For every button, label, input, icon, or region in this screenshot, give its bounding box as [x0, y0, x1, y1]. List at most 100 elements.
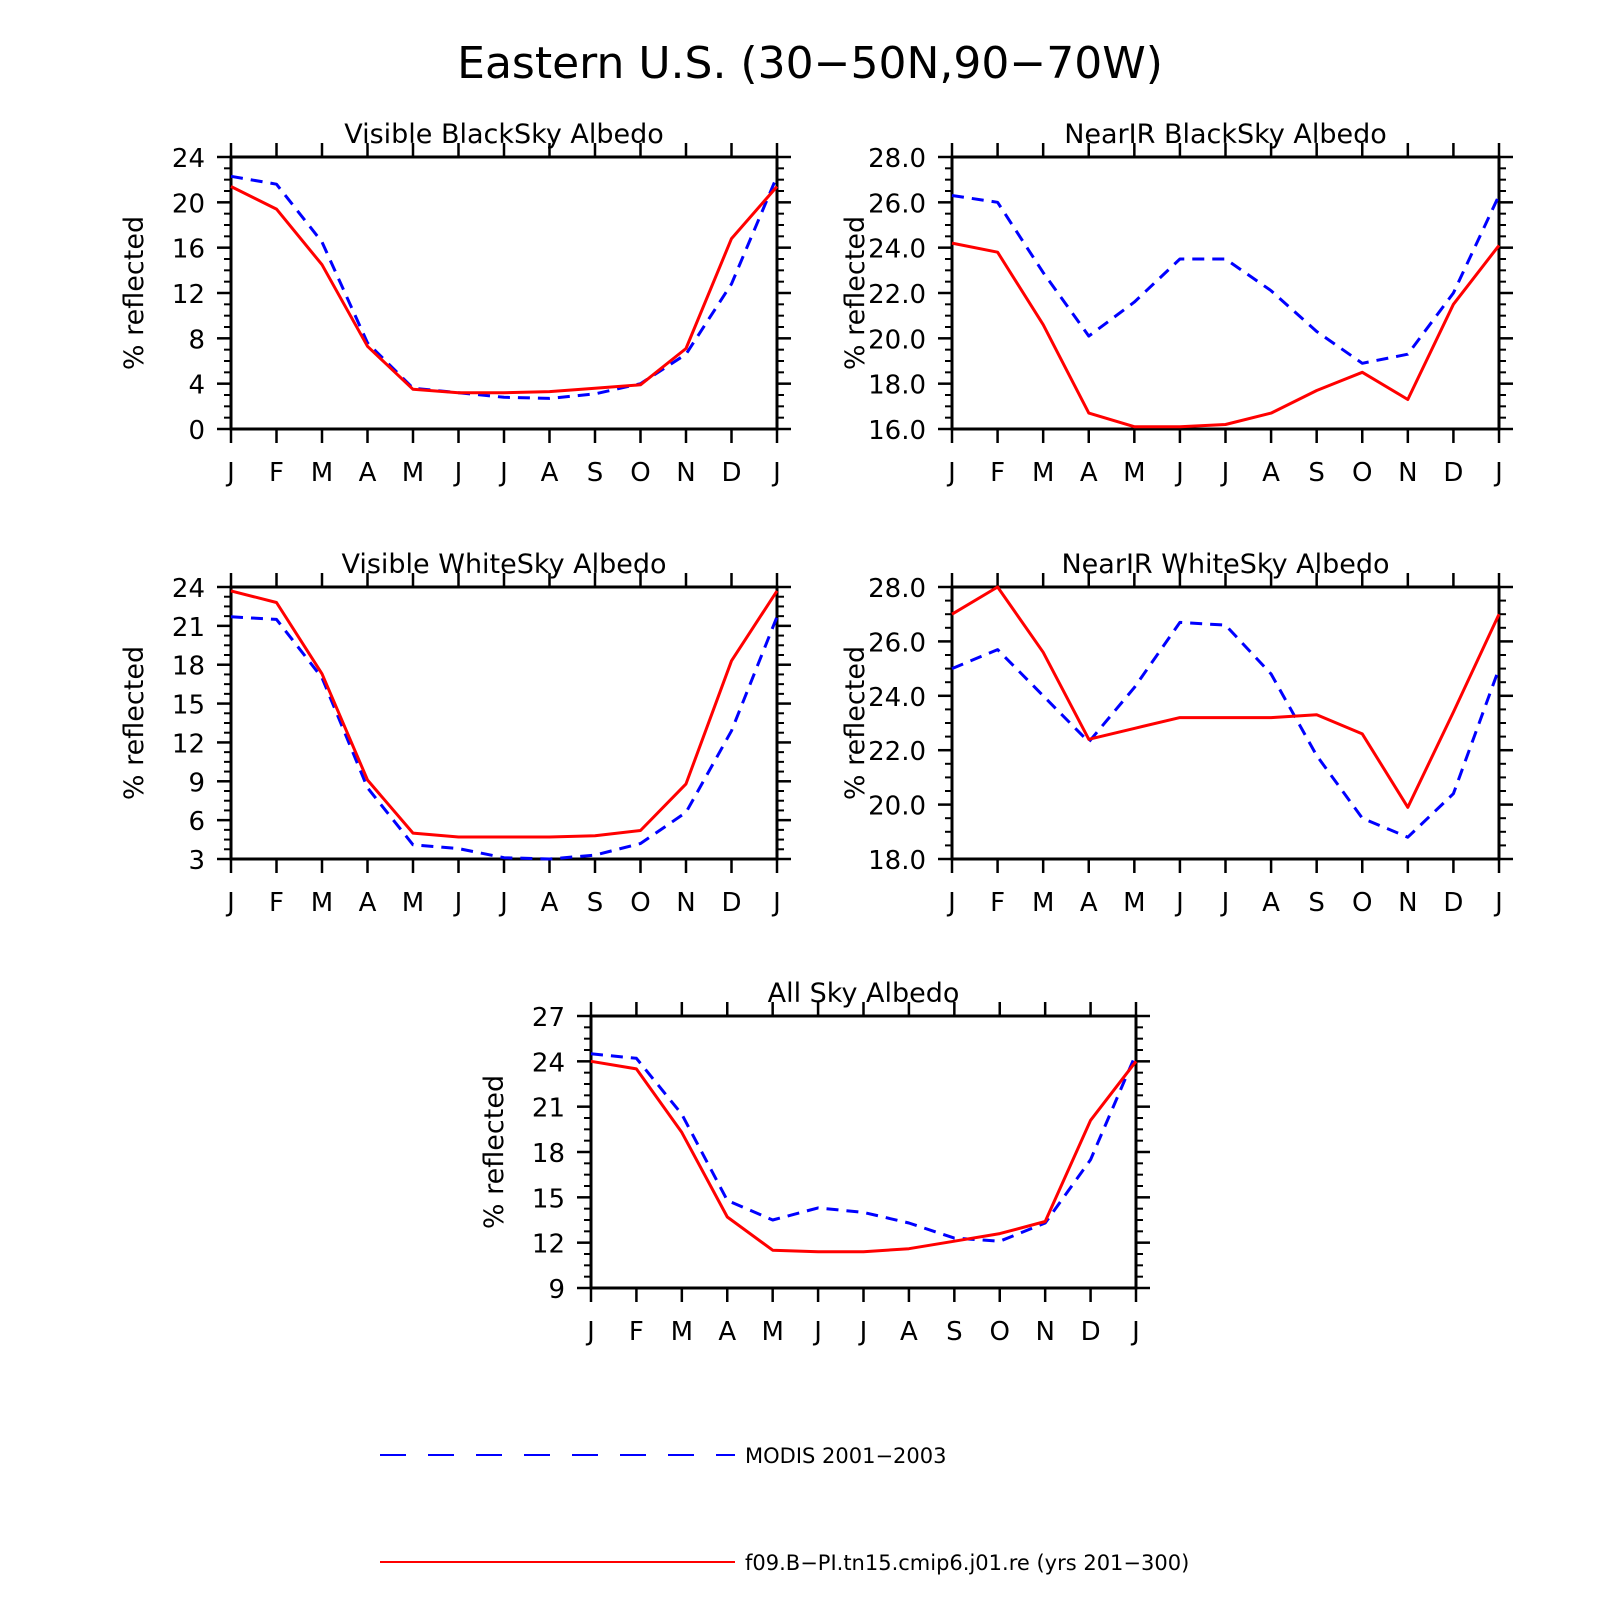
y-tick-label: 18.0 — [868, 371, 926, 401]
x-tick-label: D — [1081, 1317, 1101, 1347]
x-tick-label: A — [900, 1317, 918, 1347]
x-tick-label: D — [1443, 458, 1463, 488]
series-line — [230, 185, 779, 395]
y-axis-label: % reflected — [840, 646, 871, 800]
x-tick-label: O — [1352, 888, 1372, 918]
legend: MODIS 2001−2003 f09.B−PI.tn15.cmip6.j01.r… — [380, 1444, 1189, 1575]
x-tick-label: S — [1308, 888, 1325, 918]
x-tick-label: O — [1352, 458, 1372, 488]
y-tick-label: 27 — [532, 1003, 565, 1033]
y-tick-label: 12 — [172, 280, 205, 310]
series-line — [230, 589, 779, 839]
y-tick-label: 12 — [172, 729, 205, 759]
x-tick-label: N — [1398, 458, 1417, 488]
y-axis-label: % reflected — [119, 646, 150, 800]
x-tick-label: M — [761, 1317, 783, 1347]
x-tick-label: J — [585, 1317, 595, 1347]
plot-frame — [950, 155, 1501, 431]
y-tick-label: 8 — [188, 325, 205, 355]
x-tick-label: J — [946, 888, 956, 918]
x-tick-label: M — [1032, 888, 1054, 918]
x-tick-label: N — [1398, 888, 1417, 918]
x-tick-label: A — [1262, 888, 1280, 918]
x-tick-label: J — [812, 1317, 822, 1347]
y-tick-label: 24.0 — [868, 235, 926, 265]
x-tick-label: A — [1262, 458, 1280, 488]
y-tick-label: 3 — [188, 846, 205, 876]
plot-frame — [229, 585, 779, 861]
x-tick-label: M — [402, 888, 424, 918]
x-tick-label: J — [498, 458, 508, 488]
x-tick-label: J — [946, 458, 956, 488]
y-axis-label: % reflected — [479, 1075, 510, 1229]
series-line — [951, 241, 1501, 429]
y-tick-label: 20.0 — [868, 792, 926, 822]
y-tick-label: 21 — [532, 1094, 565, 1124]
x-tick-label: M — [311, 888, 333, 918]
x-tick-label: F — [269, 888, 284, 918]
x-tick-label: A — [359, 888, 377, 918]
x-tick-label: N — [676, 888, 695, 918]
plot-frame — [589, 1014, 1138, 1290]
y-tick-label: 22.0 — [868, 737, 926, 767]
x-tick-label: F — [990, 458, 1005, 488]
x-tick-label: J — [1174, 888, 1184, 918]
x-tick-label: M — [1032, 458, 1054, 488]
x-tick-label: S — [587, 458, 604, 488]
y-axis-label: % reflected — [119, 216, 150, 370]
y-tick-label: 0 — [188, 416, 205, 446]
figure-title: Eastern U.S. (30−50N,90−70W) — [457, 38, 1163, 89]
y-tick-label: 9 — [188, 768, 205, 798]
x-tick-label: S — [946, 1317, 963, 1347]
x-tick-label: J — [1174, 458, 1184, 488]
y-tick-label: 26.0 — [868, 628, 926, 658]
x-tick-label: A — [359, 458, 377, 488]
x-tick-label: J — [771, 458, 781, 488]
x-tick-label: A — [541, 888, 559, 918]
y-tick-label: 9 — [548, 1275, 565, 1305]
x-tick-label: J — [1220, 888, 1230, 918]
x-tick-label: F — [269, 458, 284, 488]
series-line — [951, 620, 1501, 839]
y-tick-label: 26.0 — [868, 189, 926, 219]
y-tick-label: 20.0 — [868, 325, 926, 355]
y-tick-label: 16.0 — [868, 416, 926, 446]
x-tick-label: O — [630, 888, 650, 918]
x-tick-label: J — [453, 458, 463, 488]
y-tick-label: 20 — [172, 189, 205, 219]
x-tick-label: M — [1123, 888, 1145, 918]
x-tick-label: F — [990, 888, 1005, 918]
x-tick-label: D — [721, 458, 741, 488]
x-tick-label: J — [771, 888, 781, 918]
y-tick-label: 12 — [532, 1230, 565, 1260]
x-tick-label: J — [1220, 458, 1230, 488]
series-line — [230, 615, 779, 861]
series-line — [590, 1052, 1138, 1243]
x-tick-label: J — [1130, 1317, 1140, 1347]
x-tick-label: J — [225, 458, 235, 488]
series-line — [951, 585, 1501, 809]
y-tick-label: 6 — [188, 807, 205, 837]
y-tick-label: 28.0 — [868, 144, 926, 174]
x-tick-label: N — [1035, 1317, 1054, 1347]
x-tick-label: M — [402, 458, 424, 488]
y-tick-label: 24.0 — [868, 683, 926, 713]
y-tick-label: 16 — [172, 235, 205, 265]
x-tick-label: J — [1493, 888, 1503, 918]
x-tick-label: D — [1443, 888, 1463, 918]
y-tick-label: 18 — [172, 652, 205, 682]
x-tick-label: M — [1123, 458, 1145, 488]
y-tick-label: 4 — [188, 371, 205, 401]
y-tick-label: 22.0 — [868, 280, 926, 310]
x-tick-label: M — [311, 458, 333, 488]
x-tick-label: J — [858, 1317, 868, 1347]
x-tick-label: A — [541, 458, 559, 488]
x-tick-label: N — [676, 458, 695, 488]
